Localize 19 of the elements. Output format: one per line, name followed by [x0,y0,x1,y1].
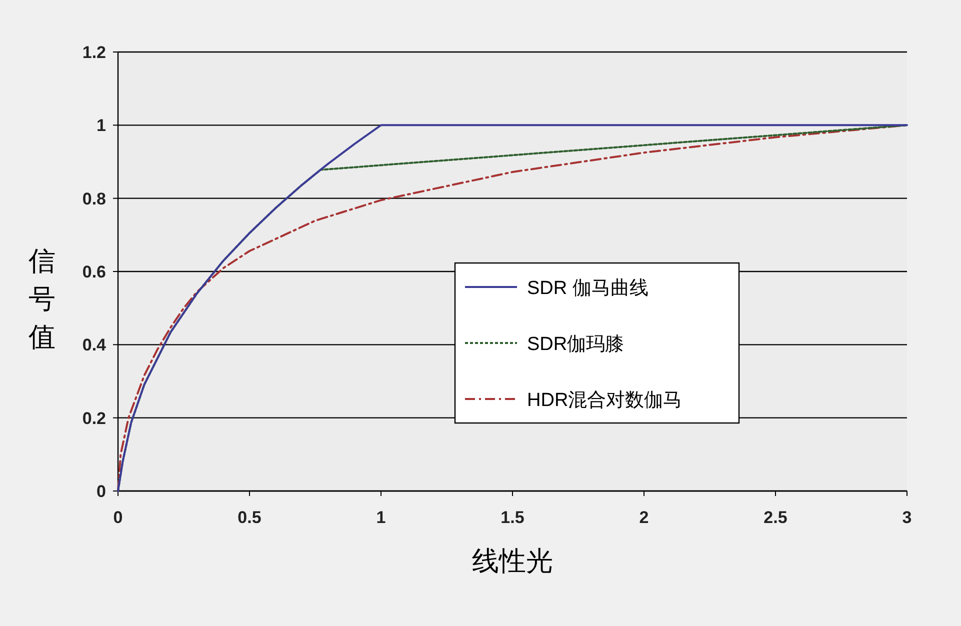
y-tick-label: 0.8 [82,189,106,208]
x-axis-title: 线性光 [472,546,553,576]
x-tick-label: 0 [113,508,123,527]
x-tick-label: 2.5 [764,508,788,527]
legend-label: HDR混合对数伽马 [527,390,682,411]
y-axis-title: 信号值 [28,246,56,352]
legend-label: SDR伽玛膝 [527,334,624,355]
legend-label: SDR 伽马曲线 [527,278,648,299]
y-tick-label: 0 [96,482,106,501]
y-tick-label: 1.2 [82,43,106,62]
x-tick-label: 3 [902,508,912,527]
y-tick-label: 1 [96,116,106,136]
y-tick-label: 0.6 [82,262,106,282]
x-tick-label: 2 [639,508,649,527]
x-tick-label: 1 [376,508,386,527]
y-tick-label: 0.2 [82,408,106,428]
x-tick-label: 1.5 [500,508,524,527]
y-tick-label: 0.4 [82,336,107,355]
x-tick-label: 0.5 [238,508,262,527]
